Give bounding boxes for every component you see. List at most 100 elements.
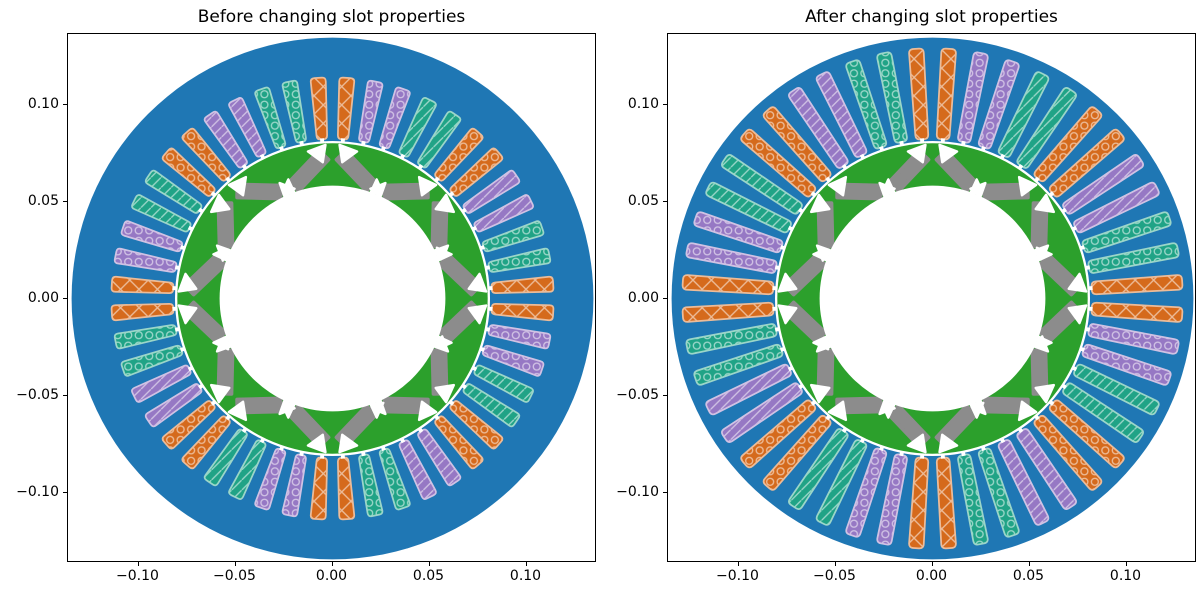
subplot-title-after: After changing slot properties: [805, 7, 1058, 27]
winding-hatch: [482, 221, 544, 252]
flux-barrier: [938, 143, 959, 164]
slot-opening: [1016, 164, 1024, 171]
y-tick-mark: [63, 491, 67, 493]
slot-opening: [416, 164, 424, 171]
flux-barrier: [417, 400, 438, 422]
winding-hatch: [463, 170, 520, 213]
x-tick-mark: [234, 562, 236, 566]
y-tick-label: 0.10: [27, 95, 59, 112]
y-tick-label: −0.10: [616, 483, 659, 500]
winding-hatch: [816, 72, 867, 157]
flux-barrier: [969, 401, 985, 419]
winding-hatch: [741, 129, 816, 197]
slot-opening: [179, 346, 187, 352]
flux-barrier: [809, 193, 831, 214]
slot-opening: [416, 426, 424, 433]
flux-barrier: [434, 193, 456, 214]
winding-hatch: [682, 302, 774, 322]
winding-hatch: [399, 440, 436, 500]
winding-hatch: [282, 454, 306, 517]
x-tick-label: −0.10: [116, 568, 159, 584]
winding-hatch: [686, 324, 777, 354]
slot-opening: [1033, 413, 1040, 421]
winding-hatch: [936, 457, 956, 549]
flux-barrier: [827, 400, 848, 422]
x-tick-mark: [428, 562, 430, 566]
flux-barrier: [369, 401, 385, 419]
x-tick-mark: [137, 562, 139, 566]
subplot-title-before: Before changing slot properties: [197, 7, 466, 27]
slot-opening: [259, 153, 266, 161]
x-tick-mark: [834, 562, 836, 566]
winding-hatch: [491, 303, 554, 321]
y-tick-mark: [63, 200, 67, 202]
machine-plot-svg: [71, 37, 594, 560]
winding-hatch: [435, 128, 483, 181]
x-tick-mark: [737, 562, 739, 566]
flux-barrier: [209, 193, 231, 214]
flux-barrier: [306, 143, 327, 164]
winding-hatch: [145, 170, 202, 213]
winding-hatch: [1082, 344, 1171, 385]
flux-barrier: [177, 304, 198, 325]
x-tick-label: 0.10: [1109, 568, 1142, 584]
winding-hatch: [741, 400, 816, 468]
flux-barrier: [827, 175, 848, 197]
winding-hatch: [114, 248, 177, 272]
winding-hatch: [936, 48, 956, 140]
winding-hatch: [418, 429, 461, 486]
winding-hatch: [1074, 182, 1159, 233]
slot-opening: [1047, 399, 1055, 406]
winding-hatch: [998, 440, 1049, 525]
winding-hatch: [162, 401, 215, 449]
winding-hatch: [204, 111, 247, 168]
slot-opening: [179, 245, 187, 251]
slot-opening: [841, 426, 849, 433]
slot-opening: [1060, 382, 1067, 390]
flux-barrier: [435, 246, 453, 262]
slot-opening: [1086, 286, 1093, 291]
slot-opening: [380, 444, 386, 452]
flux-barrier: [1067, 304, 1088, 325]
slot-opening: [360, 449, 366, 457]
y-tick-label: 0.10: [627, 95, 659, 112]
slot-opening: [1070, 365, 1078, 372]
winding-hatch: [1034, 107, 1102, 182]
winding-hatch: [846, 448, 887, 537]
slot-opening: [841, 164, 849, 171]
flux-barrier: [1035, 246, 1053, 262]
winding-hatch: [310, 77, 328, 140]
slot-opening: [774, 265, 782, 271]
slot-opening: [299, 140, 305, 148]
winding-hatch: [763, 107, 831, 182]
winding-hatch: [145, 384, 202, 427]
winding-hatch: [682, 275, 774, 295]
winding-hatch: [958, 454, 988, 545]
flux-barrier: [467, 272, 488, 293]
winding-hatch: [337, 457, 355, 520]
slot-opening: [225, 176, 232, 184]
y-tick-label: 0.00: [627, 289, 659, 306]
winding-hatch: [359, 454, 383, 517]
slot-opening: [1060, 207, 1067, 215]
flux-barrier: [777, 272, 798, 293]
slot-opening: [774, 326, 782, 332]
winding-hatch: [418, 111, 461, 168]
winding-hatch: [482, 345, 544, 376]
winding-hatch: [450, 401, 503, 449]
winding-hatch: [182, 128, 230, 181]
x-tick-label: 0.05: [1012, 568, 1045, 584]
slot-opening: [486, 306, 493, 311]
slot-opening: [483, 265, 491, 271]
winding-hatch: [450, 148, 503, 196]
slot-opening: [779, 245, 787, 251]
winding-hatch: [121, 345, 183, 376]
winding-hatch: [255, 448, 286, 510]
winding-hatch: [816, 440, 867, 525]
flux-barrier: [1017, 400, 1038, 422]
x-tick-label: 0.00: [915, 568, 948, 584]
winding-hatch: [1063, 154, 1144, 214]
winding-hatch: [846, 60, 887, 149]
flux-barrier: [938, 433, 959, 454]
x-tick-label: 0.05: [412, 568, 445, 584]
